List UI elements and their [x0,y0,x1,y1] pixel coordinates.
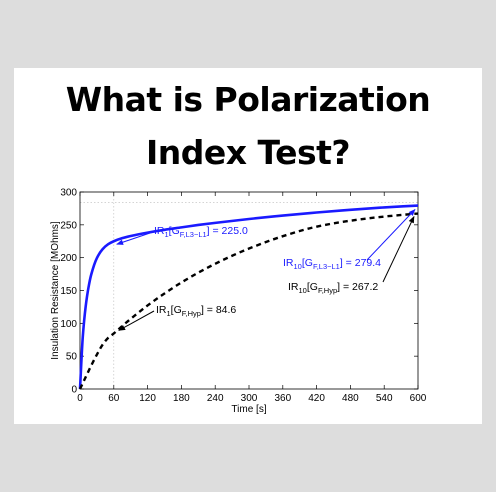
x-tick-label: 480 [342,393,359,404]
y-tick-label: 50 [66,352,78,363]
y-tick-label: 100 [60,319,77,330]
series-layer [78,204,419,390]
y-tick-label: 150 [60,286,77,297]
axis-ticks: 0 60 120 180 240 300 360 420 480 540 600 0 50 100 150 2… [60,188,426,405]
headline-line-2: Index Test? [145,133,351,172]
y-tick-label: 0 [71,385,77,396]
x-tick-label: 420 [308,393,325,404]
x-tick-label: 600 [410,393,427,404]
annotation-ir1-black-arrow [118,310,155,331]
x-tick-label: 300 [241,393,258,404]
y-tick-label: 200 [60,253,77,264]
annotation-ir1-blue-arrow [116,231,154,245]
y-tick-label: 250 [60,220,77,231]
annotation-ir10-black: IR10[GF,Hyp] = 267.2 [288,281,378,295]
x-tick-label: 60 [108,393,120,404]
annotation-ir10-blue: IR10[GF,L3−L1] = 279.4 [283,257,381,271]
headline-line-1: What is Polarization [65,80,431,119]
series-line-solid [78,204,419,390]
x-tick-label: 180 [173,393,190,404]
annotation-ir1-blue: IR1[GF,L3−L1] = 225.0 [154,225,248,239]
x-tick-label: 360 [274,393,291,404]
annotation-ir10-blue-arrow [366,209,416,261]
x-tick-label: 120 [139,393,156,404]
annotation-ir10-black-arrow [382,215,415,283]
reference-lines [80,192,418,389]
x-tick-label: 0 [77,393,83,404]
y-axis-title: Insulation Resistance [MOhms] [50,221,61,360]
x-axis-title: Time [s] [231,404,266,415]
x-tick-label: 540 [376,393,393,404]
series-line-dashed [78,212,419,390]
x-tick-label: 240 [207,393,224,404]
annotation-ir1-black: IR1[GF,Hyp] = 84.6 [156,304,236,318]
annotations: IR1[GF,L3−L1] = 225.0 IR10[GF,L3−L1] = 27… [116,209,416,331]
y-tick-label: 300 [60,188,77,199]
